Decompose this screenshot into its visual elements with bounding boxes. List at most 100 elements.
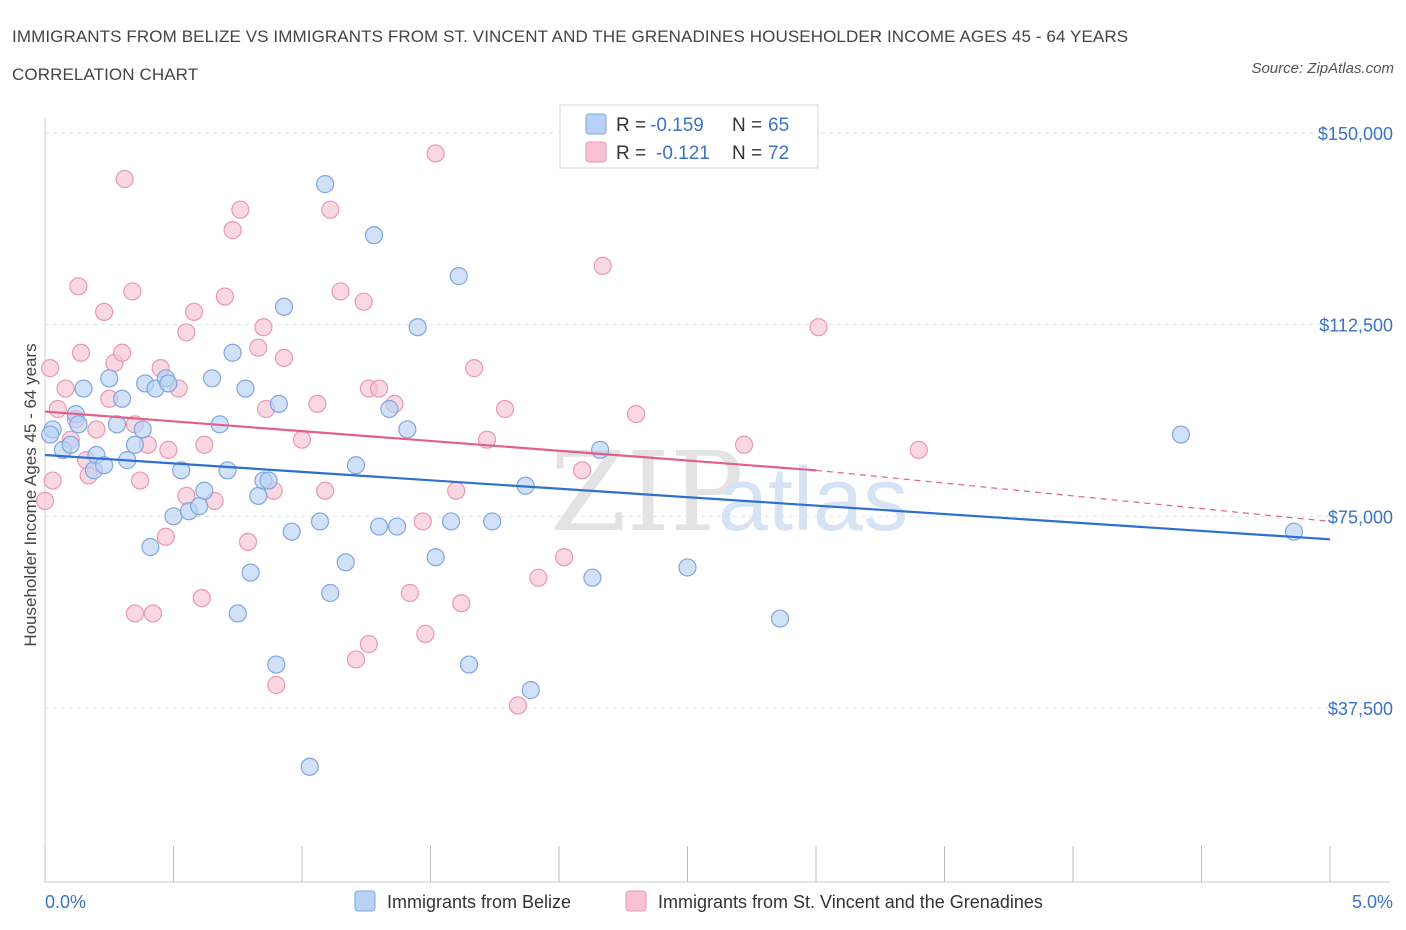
bottom-legend: Immigrants from Belize Immigrants from S… <box>354 890 1043 912</box>
legend-swatch-blue <box>585 113 607 135</box>
blue-point-34 <box>300 757 319 776</box>
blue-point-41 <box>370 517 389 536</box>
blue-point-32 <box>274 297 294 316</box>
blue-point-2 <box>61 435 80 454</box>
pink-trend-line <box>44 410 817 472</box>
x-tick-label-0: 0.0% <box>45 892 86 912</box>
blue-point-21 <box>195 481 214 500</box>
pink-point-34 <box>274 348 294 367</box>
pink-point-10 <box>95 302 114 321</box>
pink-point-60 <box>267 675 286 695</box>
legend-n-label-blue: N = <box>732 115 762 136</box>
blue-point-45 <box>408 318 427 337</box>
blue-point-39 <box>346 456 366 475</box>
pink-point-27 <box>215 287 234 306</box>
pink-point-39 <box>331 282 350 301</box>
blue-point-28 <box>249 486 268 505</box>
watermark-zip: ZIP <box>550 428 744 556</box>
pink-point-25 <box>195 435 214 454</box>
grid <box>45 132 1390 709</box>
watermark: ZIP atlas <box>550 428 908 556</box>
legend-n-value-pink: 72 <box>768 143 789 164</box>
blue-point-57 <box>95 456 114 475</box>
pink-point-40 <box>354 292 373 311</box>
pink-point-48 <box>465 359 484 378</box>
blue-point-17 <box>159 374 178 393</box>
blue-point-8 <box>100 369 119 388</box>
pink-point-69 <box>156 527 175 546</box>
blue-point-56 <box>770 609 790 628</box>
x-tick-labels: 0.0% 5.0% <box>45 892 1393 912</box>
pink-point-65 <box>125 604 145 623</box>
legend-n-value-blue: 65 <box>768 115 789 136</box>
blue-point-30 <box>259 471 278 490</box>
chart-title: IMMIGRANTS FROM BELIZE VS IMMIGRANTS FRO… <box>12 27 1129 84</box>
pink-point-46 <box>426 144 445 163</box>
pink-point-13 <box>112 343 132 362</box>
blue-point-49 <box>459 655 479 674</box>
bottom-legend-swatch-blue <box>354 890 376 912</box>
blue-point-44 <box>398 420 417 439</box>
blue-point-54 <box>591 440 610 459</box>
blue-point-43 <box>387 517 407 536</box>
blue-point-13 <box>133 420 152 439</box>
y-tick-label-0: $150,000 <box>1318 124 1393 144</box>
pink-point-55 <box>593 256 612 275</box>
pink-point-1 <box>48 399 67 419</box>
legend-box: R = -0.159 N = 65 R = -0.121 N = 72 <box>559 104 819 169</box>
pink-point-57 <box>734 435 754 454</box>
y-tick-labels: $150,000 $112,500 $75,000 $37,500 <box>1318 124 1393 719</box>
pink-point-9 <box>87 420 106 439</box>
watermark-atlas: atlas <box>718 450 908 550</box>
blue-point-38 <box>336 553 355 572</box>
pink-point-15 <box>123 282 142 301</box>
pink-point-42 <box>370 379 389 398</box>
pink-point-24 <box>184 302 204 321</box>
pink-point-2 <box>56 379 75 398</box>
pink-point-35 <box>292 430 312 449</box>
axes <box>44 118 1390 883</box>
pink-point-19 <box>143 604 163 623</box>
pink-point-0 <box>41 359 60 378</box>
blue-point-37 <box>321 583 340 603</box>
blue-point-46 <box>426 548 445 567</box>
pink-point-37 <box>316 481 335 500</box>
legend-r-label-blue: R = <box>616 115 646 136</box>
pink-point-51 <box>508 696 527 715</box>
blue-point-60 <box>228 604 247 623</box>
y-tick-label-2: $75,000 <box>1328 507 1393 527</box>
blue-point-10 <box>112 389 132 408</box>
blue-point-18 <box>164 507 183 526</box>
blue-trend-line <box>44 453 1331 541</box>
blue-point-4 <box>69 415 88 434</box>
blue-point-27 <box>241 563 260 582</box>
pink-point-56 <box>626 405 646 424</box>
blue-point-35 <box>310 512 330 531</box>
blue-point-26 <box>236 379 255 398</box>
pink-point-54 <box>573 461 592 480</box>
blue-point-5 <box>74 379 93 398</box>
pink-point-5 <box>69 277 88 296</box>
pink-point-66 <box>43 471 62 490</box>
pink-point-38 <box>321 200 340 219</box>
pink-point-47 <box>447 481 466 500</box>
pink-point-61 <box>359 635 378 654</box>
bottom-legend-swatch-pink <box>625 890 647 912</box>
blue-point-53 <box>583 568 602 587</box>
blue-point-61 <box>267 655 286 674</box>
y-axis-title: Householder Income Ages 45 - 64 years <box>21 343 40 646</box>
blue-point-36 <box>316 175 335 194</box>
legend-swatch-pink <box>585 141 607 163</box>
bottom-legend-label-blue: Immigrants from Belize <box>387 892 571 912</box>
blue-point-22 <box>202 369 222 388</box>
blue-point-48 <box>449 267 468 286</box>
blue-point-64 <box>41 425 60 444</box>
blue-point-33 <box>282 522 301 541</box>
pink-point-17 <box>130 471 150 490</box>
pink-point-62 <box>192 589 211 608</box>
blue-point-42 <box>380 399 399 419</box>
pink-trend-extension <box>815 469 1331 523</box>
pink-point-30 <box>238 532 258 551</box>
pink-point-59 <box>909 440 928 459</box>
